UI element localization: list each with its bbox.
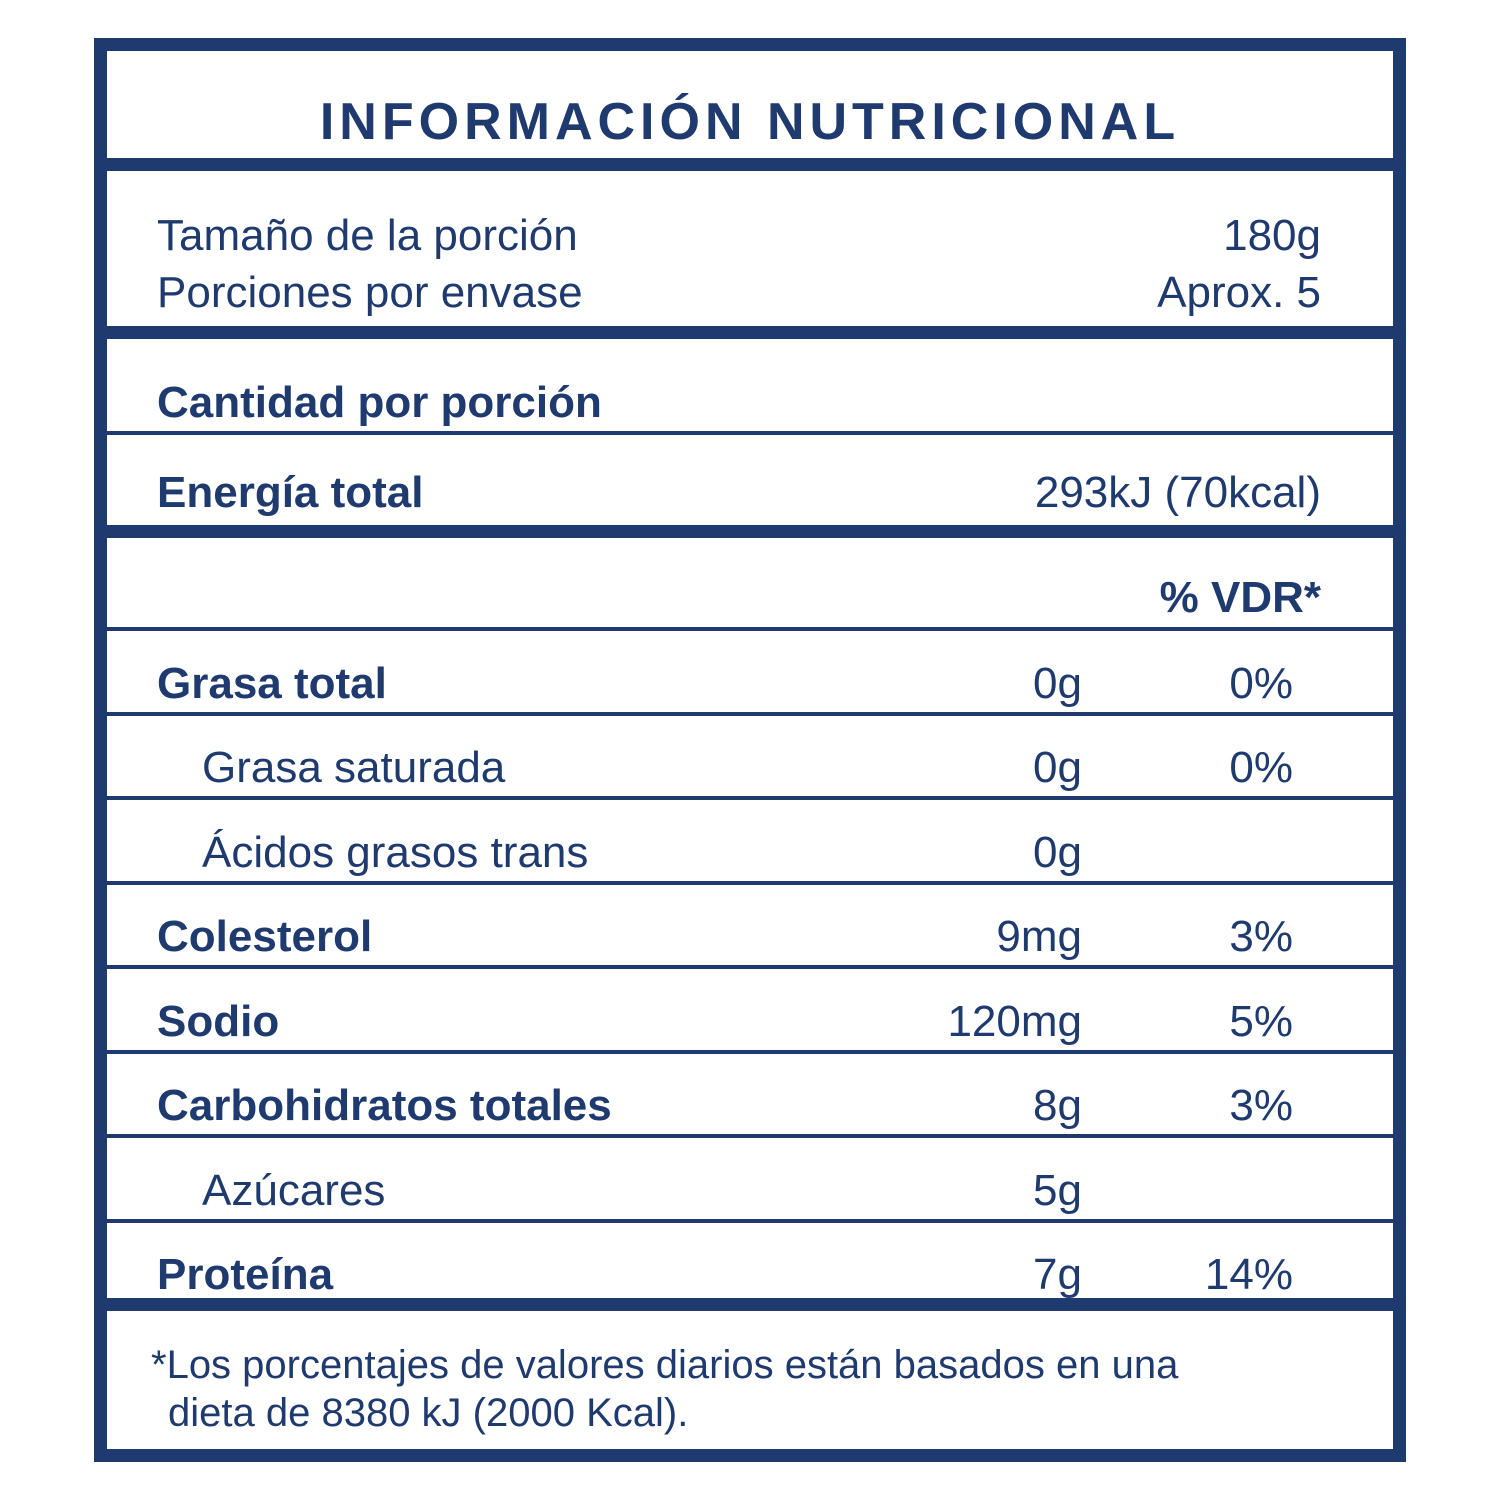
nutrient-label-total-fat: Grasa total xyxy=(157,659,387,708)
divider-thin xyxy=(107,1134,1393,1138)
nutrient-amount-sodium: 120mg xyxy=(947,997,1082,1046)
divider-thin xyxy=(107,1219,1393,1223)
nutrient-amount-total-carbohydrates: 8g xyxy=(1033,1081,1082,1130)
nutrient-label-protein: Proteína xyxy=(157,1250,334,1299)
nutrient-label-cholesterol: Colesterol xyxy=(157,912,373,961)
label-title: INFORMACIÓN NUTRICIONAL xyxy=(319,93,1181,151)
nutrient-pct-sodium: 5% xyxy=(1229,997,1293,1046)
nutrient-label-sugars: Azúcares xyxy=(202,1166,386,1215)
divider-thin xyxy=(107,796,1393,800)
nutrient-amount-protein: 7g xyxy=(1033,1250,1082,1299)
nutrient-amount-total-fat: 0g xyxy=(1033,659,1082,708)
nutrient-amount-saturated-fat: 0g xyxy=(1033,743,1082,792)
nutrient-pct-protein: 14% xyxy=(1204,1250,1293,1299)
divider-thick xyxy=(107,1298,1393,1311)
nutrient-pct-total-fat: 0% xyxy=(1229,659,1293,708)
nutrition-facts-label: INFORMACIÓN NUTRICIONAL Tamaño de la por… xyxy=(94,38,1406,1462)
energy-label: Energía total xyxy=(157,468,424,517)
nutrient-pct-total-carbohydrates: 3% xyxy=(1229,1081,1293,1130)
divider-thick xyxy=(107,525,1393,538)
divider-thin xyxy=(107,627,1393,631)
nutrient-amount-sugars: 5g xyxy=(1033,1166,1082,1215)
divider-thin xyxy=(107,1050,1393,1054)
nutrient-amount-trans-fat: 0g xyxy=(1033,828,1082,877)
footnote-line-1: *Los porcentajes de valores diarios está… xyxy=(151,1343,1179,1387)
divider-thin xyxy=(107,431,1393,435)
footnote: *Los porcentajes de valores diarios está… xyxy=(151,1341,1178,1437)
vdr-header: % VDR* xyxy=(1159,573,1321,622)
nutrient-label-saturated-fat: Grasa saturada xyxy=(202,743,506,792)
divider-thick xyxy=(107,326,1393,339)
footnote-line-2: dieta de 8380 kJ (2000 Kcal). xyxy=(168,1391,689,1435)
divider-thin xyxy=(107,965,1393,969)
nutrient-pct-saturated-fat: 0% xyxy=(1229,743,1293,792)
serving-size-value: 180g xyxy=(1223,211,1321,260)
nutrient-label-trans-fat: Ácidos grasos trans xyxy=(202,828,589,877)
servings-per-container-label: Porciones por envase xyxy=(157,268,583,317)
serving-size-label: Tamaño de la porción xyxy=(157,211,578,260)
divider-thick xyxy=(107,158,1393,171)
amount-per-serving-heading: Cantidad por porción xyxy=(157,378,602,427)
nutrient-amount-cholesterol: 9mg xyxy=(996,912,1082,961)
energy-value: 293kJ (70kcal) xyxy=(1034,468,1321,517)
divider-thin xyxy=(107,881,1393,885)
servings-per-container-value: Aprox. 5 xyxy=(1157,268,1321,317)
nutrient-pct-cholesterol: 3% xyxy=(1229,912,1293,961)
nutrient-label-sodium: Sodio xyxy=(157,997,280,1046)
nutrient-label-total-carbohydrates: Carbohidratos totales xyxy=(157,1081,612,1130)
divider-thin xyxy=(107,712,1393,716)
